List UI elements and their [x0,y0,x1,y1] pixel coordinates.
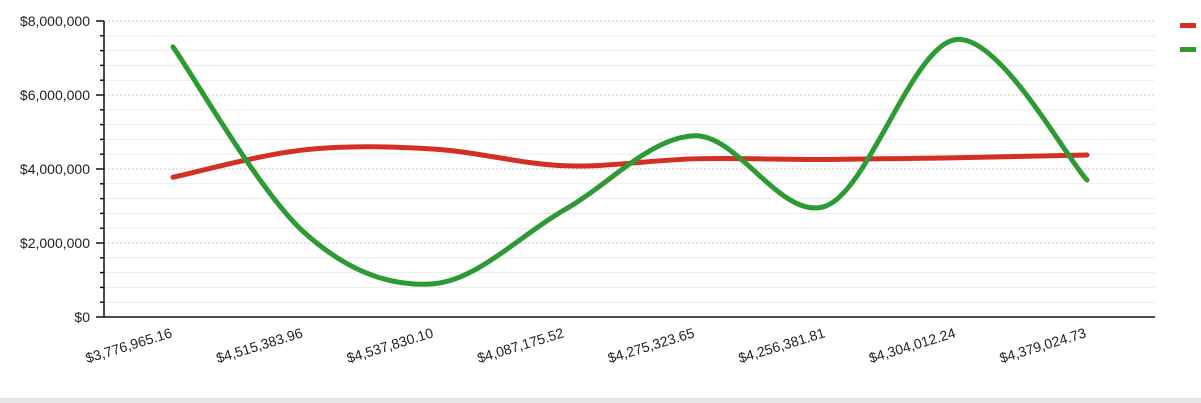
y-tick-label: $4,000,000 [20,161,90,177]
legend-swatch-2 [1180,47,1196,52]
legend [1180,23,1196,52]
x-axis: $3,776,965.16 $4,515,383.96 $4,537,830.10 $… [84,317,1155,366]
x-tick-label: $4,256,381.81 [736,325,827,367]
y-tick-label: $8,000,000 [20,13,90,29]
x-tick-label: $3,776,965.16 [84,325,175,367]
x-tick-label: $4,087,175.52 [475,325,566,367]
y-tick-label: $2,000,000 [20,235,90,251]
legend-swatch-1 [1180,23,1196,28]
y-tick-label: $6,000,000 [20,87,90,103]
x-tick-label: $4,304,012.24 [867,325,958,367]
y-axis: $0 $2,000,000 $4,000,000 $6,000,000 $8,000,0… [20,13,104,325]
x-tick-label: $4,275,323.65 [606,325,697,367]
series-group [173,39,1087,284]
series-line-2 [173,39,1087,284]
x-tick-label: $4,515,383.96 [214,325,305,367]
x-tick-label: $4,537,830.10 [345,325,436,367]
bottom-border [0,398,1201,403]
x-tick-label: $4,379,024.73 [998,325,1089,367]
y-tick-label: $0 [74,309,90,325]
